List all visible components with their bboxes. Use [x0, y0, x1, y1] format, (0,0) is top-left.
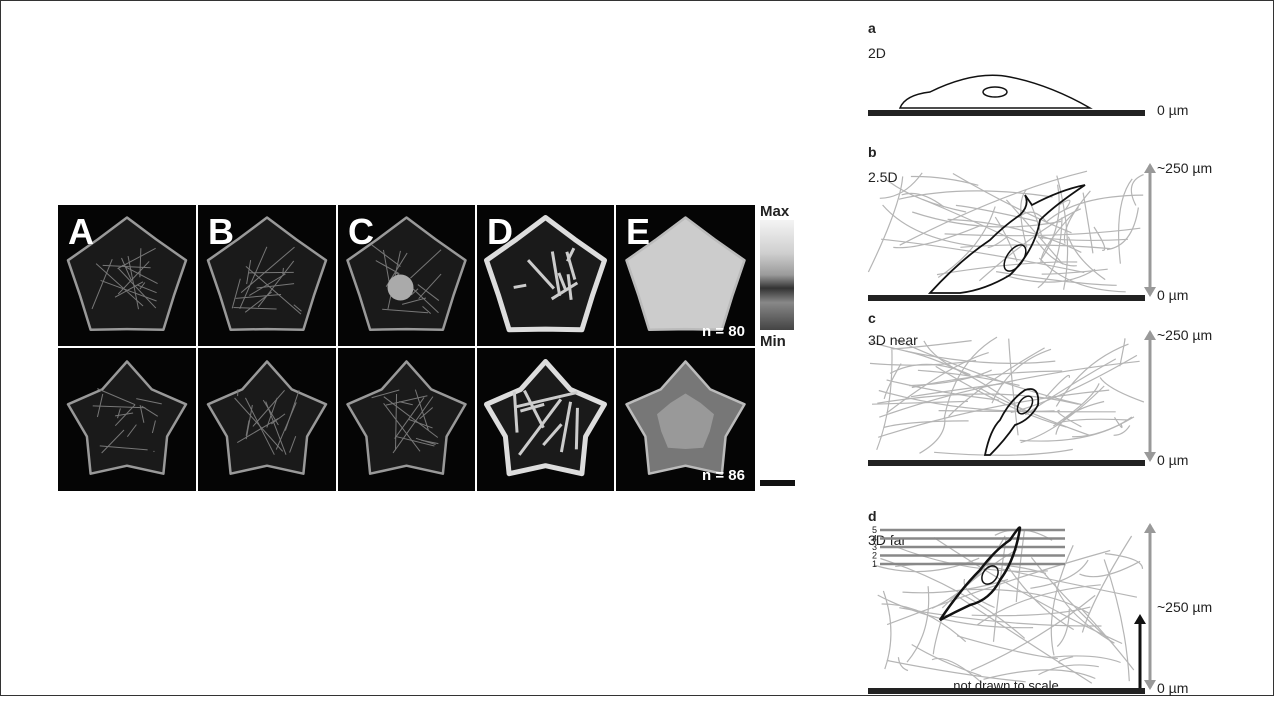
condition: 3D near: [868, 332, 918, 348]
panel-label: D: [487, 211, 513, 252]
figure: A B C D En = 80 n = 86 Max Min a 2D 0 µm b 2.5D ~2…: [0, 0, 1274, 696]
panel-letter: c: [868, 310, 876, 326]
condition: 2D: [868, 45, 886, 61]
substrate: [868, 110, 1145, 116]
depth-label: ~250 µm: [1157, 160, 1212, 176]
scale-bar: [760, 480, 795, 486]
nucleus: [388, 275, 414, 301]
fiber: [576, 408, 577, 449]
panel-label: A: [68, 211, 94, 252]
slice-number: 1: [872, 559, 877, 569]
depth-label: 0 µm: [1157, 680, 1188, 696]
panel-label: B: [208, 211, 234, 252]
cell-count: n = 80: [702, 323, 745, 340]
panel-letter: b: [868, 144, 877, 160]
depth-label: 0 µm: [1157, 452, 1188, 468]
colorbar: [760, 220, 794, 330]
depth-label: ~250 µm: [1157, 327, 1212, 343]
cell-count: n = 86: [702, 467, 745, 484]
note: not drawn to scale: [953, 678, 1059, 693]
depth-label: 0 µm: [1157, 102, 1188, 118]
fiber: [283, 268, 284, 274]
depth-label: 0 µm: [1157, 287, 1188, 303]
panel-letter: a: [868, 20, 876, 36]
condition: 2.5D: [868, 169, 898, 185]
panel-label: E: [626, 211, 650, 252]
colorbar-max: Max: [760, 203, 790, 220]
microscopy-panels: A B C D En = 80 n = 86: [58, 205, 755, 491]
substrate: [868, 295, 1145, 301]
panel-label: C: [348, 211, 374, 252]
depth-label: ~250 µm: [1157, 599, 1212, 615]
substrate: [868, 460, 1145, 466]
colorbar-min: Min: [760, 333, 786, 350]
panel-letter: d: [868, 508, 877, 524]
